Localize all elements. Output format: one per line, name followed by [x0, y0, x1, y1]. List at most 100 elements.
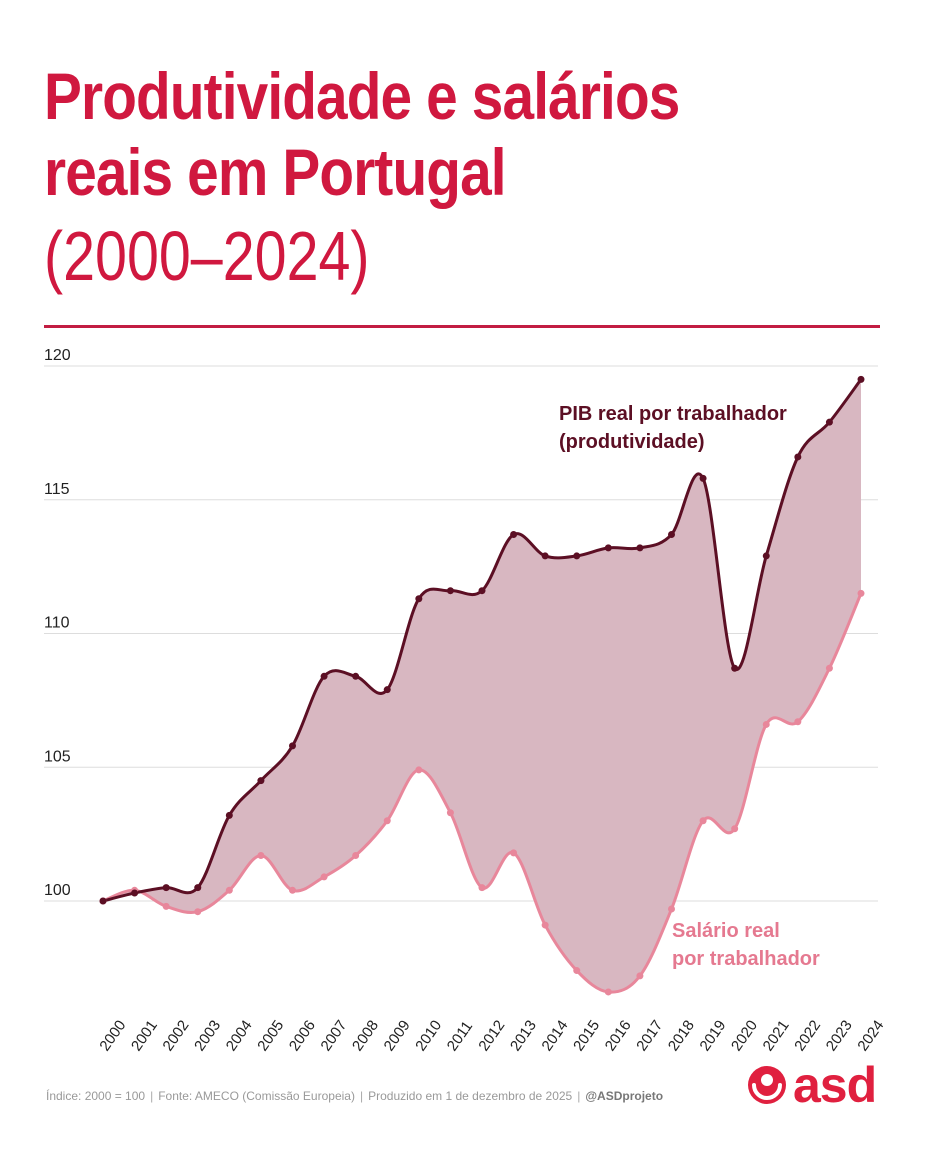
data-point-salario [636, 972, 644, 980]
footer-separator: | [150, 1089, 154, 1103]
data-point-salario [668, 905, 675, 913]
x-tick-label: 2019 [696, 1017, 729, 1054]
x-tick-label: 2011 [444, 1018, 476, 1054]
chart-title: Produtividade e salários reais em Portug… [44, 58, 784, 210]
data-point-pib [257, 777, 265, 785]
series-line-pib [102, 378, 863, 903]
x-tick-label: 2005 [254, 1017, 287, 1054]
chart-subtitle: (2000–2024) [44, 217, 370, 295]
data-point-pib [699, 474, 707, 482]
x-tick-label: 2017 [633, 1017, 666, 1054]
title-divider [44, 325, 880, 328]
x-tick-label: 2020 [728, 1017, 761, 1054]
area-chart: 100 105 110 115 120 200020012002200320042005… [44, 347, 887, 1054]
x-tick-label: 2003 [191, 1017, 224, 1054]
x-tick-label: 2007 [317, 1017, 350, 1054]
chart-footer: Índice: 2000 = 100 | Fonte: AMECO (Comissã… [46, 1089, 663, 1103]
data-point-pib [794, 453, 802, 461]
x-tick-label: 2004 [223, 1017, 256, 1054]
produced-note: Produzido em 1 de dezembro de 2025 [368, 1089, 573, 1103]
data-point-pib [225, 811, 233, 819]
data-point-pib [604, 544, 612, 552]
footer-separator: | [577, 1089, 581, 1103]
x-tick-label: 2006 [286, 1017, 319, 1054]
data-point-salario [320, 873, 328, 881]
data-point-pib [857, 375, 865, 383]
x-tick-label: 2023 [823, 1017, 856, 1054]
series-points-pib [99, 375, 865, 905]
data-point-pib [194, 884, 202, 892]
y-tick-label: 105 [44, 748, 71, 765]
data-point-salario [510, 849, 518, 857]
x-tick-label: 2016 [602, 1017, 635, 1054]
data-point-pib [731, 664, 739, 672]
x-axis-ticks: 2000200120022003200420052006200720082009… [96, 1017, 887, 1054]
y-tick-label: 115 [44, 481, 70, 498]
x-tick-label: 2000 [96, 1017, 129, 1054]
data-point-pib [668, 531, 675, 539]
asd-logo[interactable]: asd [746, 1057, 886, 1113]
data-point-salario [289, 886, 296, 894]
x-tick-label: 2009 [381, 1017, 414, 1054]
data-point-salario [604, 988, 612, 996]
y-tick-label: 110 [44, 615, 70, 632]
data-point-salario [162, 902, 170, 910]
x-tick-label: 2018 [665, 1017, 698, 1054]
data-point-salario [415, 766, 423, 774]
gap-area [103, 379, 861, 993]
chart-title-line-1: Produtividade e salários [44, 59, 680, 133]
chart-title-line-2: reais em Portugal [44, 135, 507, 209]
x-tick-label: 2024 [854, 1017, 887, 1054]
x-tick-label: 2014 [539, 1017, 572, 1054]
data-point-salario [825, 664, 833, 672]
y-tick-label: 120 [44, 347, 71, 364]
series-label-salario: Salário real por trabalhador [672, 920, 820, 970]
data-point-pib [320, 672, 328, 680]
logo-wordmark: asd [793, 1057, 877, 1113]
x-tick-label: 2015 [570, 1017, 603, 1054]
social-handle-link[interactable]: @ASDprojeto [585, 1089, 664, 1103]
data-point-salario [762, 720, 770, 728]
index-note: Índice: 2000 = 100 [46, 1089, 146, 1103]
data-point-pib [415, 595, 423, 603]
data-point-pib [541, 552, 549, 560]
data-point-pib [573, 552, 581, 560]
data-point-pib [762, 552, 770, 560]
data-point-pib [99, 897, 107, 905]
y-axis-ticks: 100 105 110 115 120 [44, 347, 71, 899]
x-tick-label: 2010 [412, 1017, 445, 1054]
data-point-salario [573, 967, 581, 975]
x-tick-label: 2021 [760, 1017, 793, 1054]
data-point-salario [257, 852, 265, 860]
data-point-salario [194, 908, 202, 916]
data-point-salario [478, 884, 486, 892]
series-line-salario [102, 592, 863, 994]
data-point-pib [510, 531, 518, 539]
data-point-salario [541, 921, 549, 929]
data-point-salario [383, 817, 391, 825]
asd-logo-icon [748, 1066, 786, 1104]
data-point-pib [289, 742, 296, 750]
data-point-salario [699, 817, 707, 825]
data-point-pib [825, 418, 833, 426]
data-point-pib [352, 672, 360, 680]
x-tick-label: 2008 [349, 1017, 382, 1054]
data-point-salario [446, 809, 454, 817]
data-point-pib [446, 587, 454, 595]
data-point-salario [857, 589, 865, 597]
data-point-pib [162, 884, 170, 892]
data-point-pib [636, 544, 644, 552]
data-point-salario [794, 718, 802, 726]
y-tick-label: 100 [44, 882, 71, 899]
x-tick-label: 2001 [128, 1017, 161, 1054]
data-point-salario [225, 886, 233, 894]
source-note: Fonte: AMECO (Comissão Europeia) [158, 1089, 355, 1103]
series-label-pib: PIB real por trabalhador (produtividade) [559, 403, 787, 453]
data-point-salario [731, 825, 739, 833]
x-tick-label: 2022 [791, 1017, 824, 1054]
data-point-pib [383, 686, 391, 694]
x-tick-label: 2012 [475, 1017, 508, 1054]
footer-separator: | [359, 1089, 364, 1103]
x-tick-label: 2013 [507, 1017, 540, 1054]
data-point-pib [478, 587, 486, 595]
